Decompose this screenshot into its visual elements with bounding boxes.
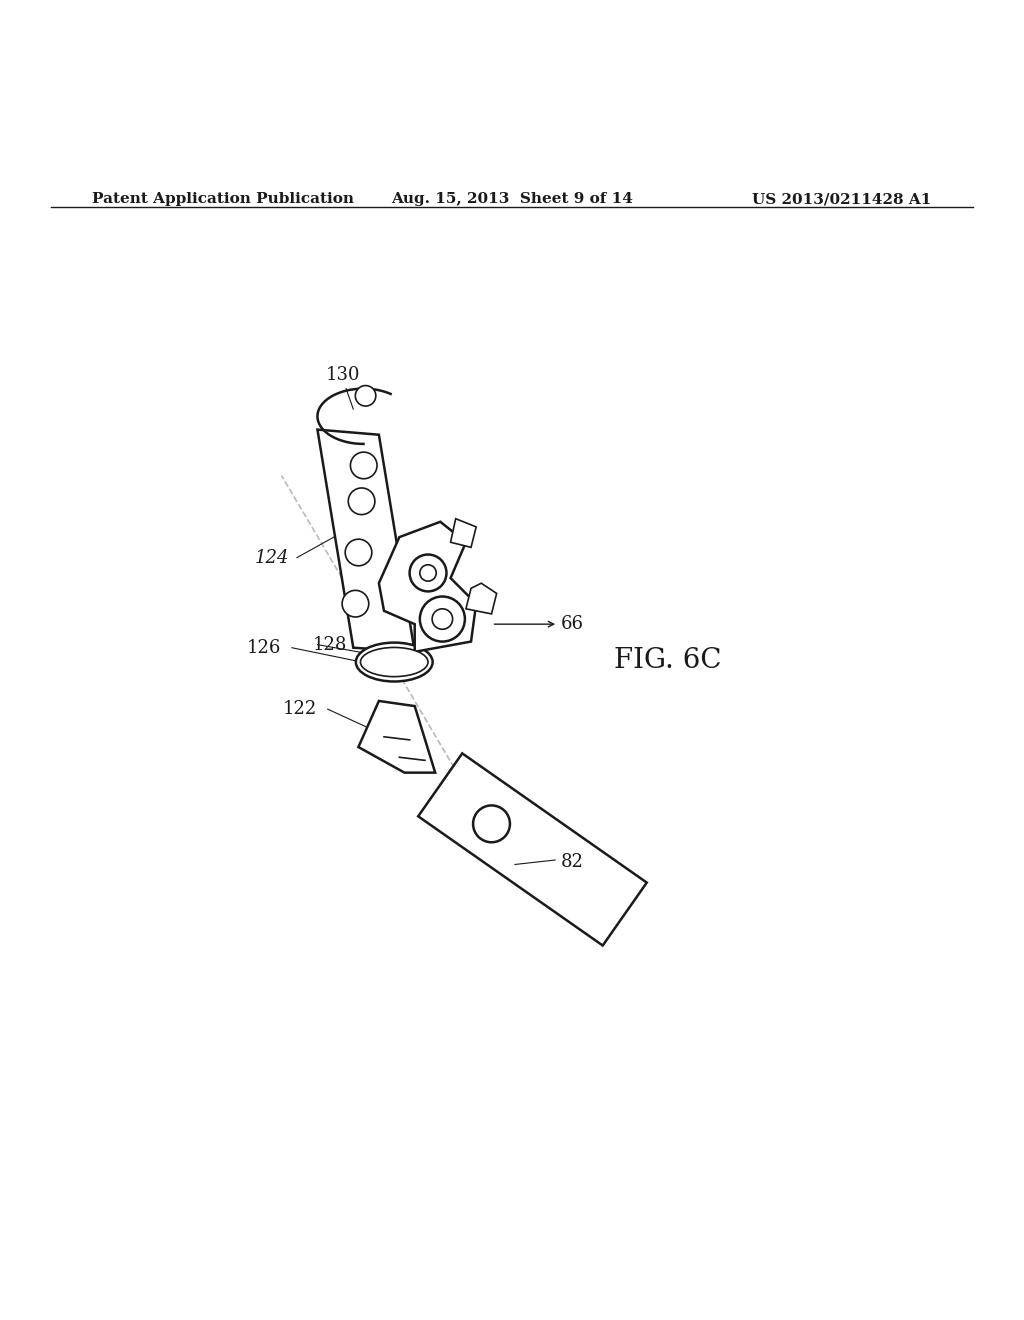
Text: 66: 66 — [561, 615, 584, 634]
Circle shape — [420, 565, 436, 581]
Text: 130: 130 — [326, 366, 360, 384]
Text: FIG. 6C: FIG. 6C — [614, 647, 722, 673]
Circle shape — [355, 385, 376, 407]
Ellipse shape — [356, 643, 432, 681]
Text: 126: 126 — [247, 639, 282, 657]
Text: 124: 124 — [254, 549, 289, 566]
Polygon shape — [451, 519, 476, 548]
Circle shape — [348, 488, 375, 515]
Polygon shape — [358, 701, 435, 772]
Text: Aug. 15, 2013  Sheet 9 of 14: Aug. 15, 2013 Sheet 9 of 14 — [391, 191, 633, 206]
Text: 122: 122 — [284, 700, 317, 718]
Text: 82: 82 — [561, 853, 584, 871]
Polygon shape — [466, 583, 497, 614]
Text: US 2013/0211428 A1: US 2013/0211428 A1 — [753, 191, 932, 206]
Ellipse shape — [360, 647, 428, 677]
Polygon shape — [418, 754, 647, 945]
Text: 128: 128 — [312, 636, 347, 653]
Circle shape — [342, 590, 369, 616]
Text: Patent Application Publication: Patent Application Publication — [92, 191, 354, 206]
Circle shape — [473, 805, 510, 842]
Circle shape — [345, 539, 372, 566]
Circle shape — [350, 453, 377, 479]
Circle shape — [420, 597, 465, 642]
Polygon shape — [317, 429, 415, 652]
Polygon shape — [379, 521, 476, 652]
Circle shape — [410, 554, 446, 591]
Circle shape — [432, 609, 453, 630]
